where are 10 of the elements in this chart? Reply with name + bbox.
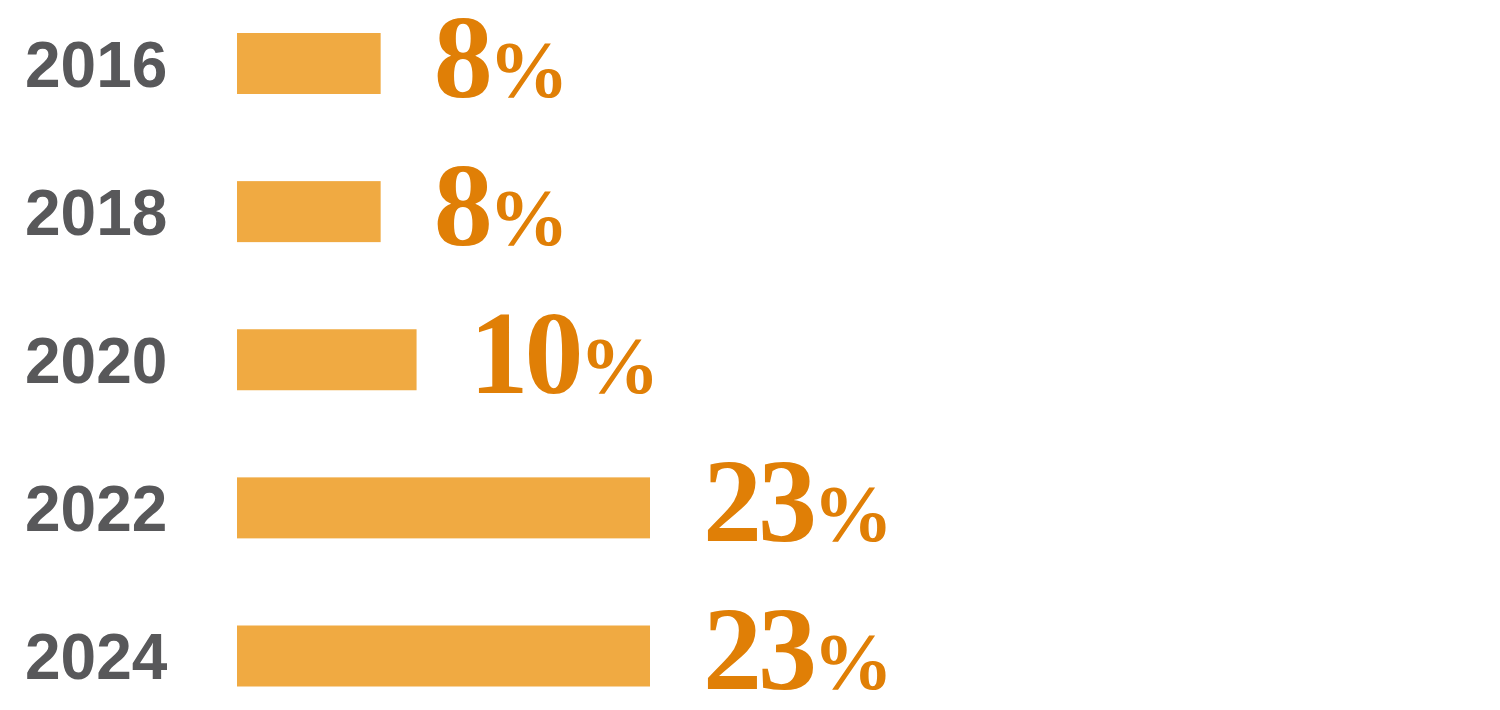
data-label: 10% — [469, 287, 660, 419]
data-label: 8% — [433, 0, 569, 123]
y-tick-label: 2018 — [25, 176, 168, 249]
y-tick-label: 2016 — [25, 28, 168, 101]
data-label: 8% — [433, 139, 569, 271]
y-tick-label: 2020 — [25, 324, 168, 397]
data-label: 23% — [703, 584, 893, 710]
data-label: 23% — [703, 435, 893, 567]
y-tick-label: 2022 — [25, 472, 168, 545]
y-tick-label: 2024 — [25, 621, 168, 694]
